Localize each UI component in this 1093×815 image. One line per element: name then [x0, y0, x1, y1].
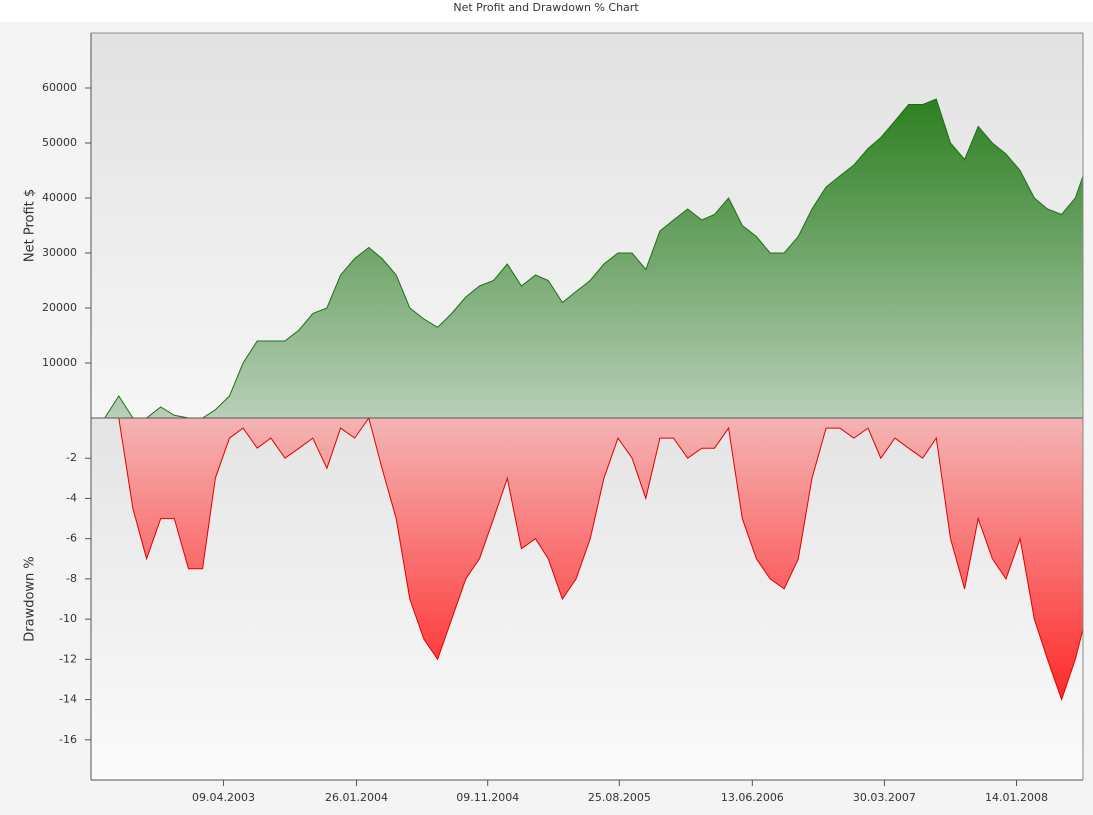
area	[104, 418, 1083, 700]
area-line	[104, 416, 1084, 702]
y-tick-label: 10000	[42, 356, 77, 369]
y-tick-label: 60000	[42, 81, 77, 94]
x-tick-label: 25.08.2005	[588, 791, 651, 804]
area	[104, 99, 1083, 418]
y-tick-label: -12	[59, 652, 77, 665]
x-tick-label: 09.04.2003	[192, 791, 255, 804]
y-tick-label: -16	[59, 733, 77, 746]
y-tick-label: -10	[59, 612, 77, 625]
y-tick-label: -4	[66, 491, 77, 504]
x-tick-label: 26.01.2004	[325, 791, 388, 804]
y-axis-label: Drawdown %	[23, 556, 38, 642]
x-tick-label: 14.01.2008	[985, 791, 1048, 804]
y-tick-label: -6	[66, 532, 77, 545]
x-tick-label: 09.11.2004	[456, 791, 519, 804]
y-tick-label: 20000	[42, 301, 77, 314]
y-tick-label: -14	[59, 693, 77, 706]
y-axis-label: Net Profit $	[23, 189, 38, 262]
y-tick-label: 40000	[42, 191, 77, 204]
chart-title: Net Profit and Drawdown % Chart	[453, 1, 639, 14]
y-tick-label: 30000	[42, 246, 77, 259]
y-tick-label: -2	[66, 451, 77, 464]
x-tick-label: 13.06.2006	[721, 791, 784, 804]
x-tick-label: 30.03.2007	[853, 791, 916, 804]
y-tick-label: 50000	[42, 136, 77, 149]
area-line	[104, 98, 1084, 419]
y-tick-label: -8	[66, 572, 77, 585]
